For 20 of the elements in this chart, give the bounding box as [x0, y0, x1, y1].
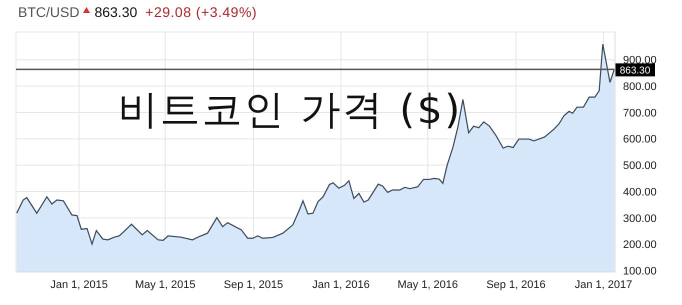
- text: +29.08 (+3.49%): [145, 4, 258, 20]
- y-tick-label: 300.00: [623, 212, 657, 225]
- y-tick-label: 100.00: [623, 266, 657, 278]
- text: 863.30: [94, 4, 138, 20]
- y-tick-label: 700.00: [623, 107, 657, 120]
- ref-line-label: 863.30: [620, 65, 651, 76]
- x-tick-label: Jan 1, 2015: [50, 278, 108, 291]
- y-tick-label: 800.00: [623, 80, 657, 93]
- x-tick-label: Jan 1, 2016: [312, 278, 370, 291]
- x-tick-label: May 1, 2015: [134, 278, 196, 291]
- y-tick-label: 200.00: [623, 239, 657, 252]
- x-tick-label: Jan 1, 2017: [574, 278, 632, 291]
- text: 비트코인 가격 ($): [118, 86, 462, 135]
- chart-subtitle: BTC/USD: [18, 4, 80, 20]
- y-tick-label: 600.00: [623, 134, 657, 146]
- x-tick-label: May 1, 2016: [397, 278, 458, 291]
- x-tick-label: Sep 1, 2016: [486, 278, 546, 291]
- y-tick-label: 500.00: [623, 160, 657, 172]
- x-tick-label: Sep 1, 2015: [224, 278, 284, 291]
- y-tick-label: 400.00: [623, 186, 657, 198]
